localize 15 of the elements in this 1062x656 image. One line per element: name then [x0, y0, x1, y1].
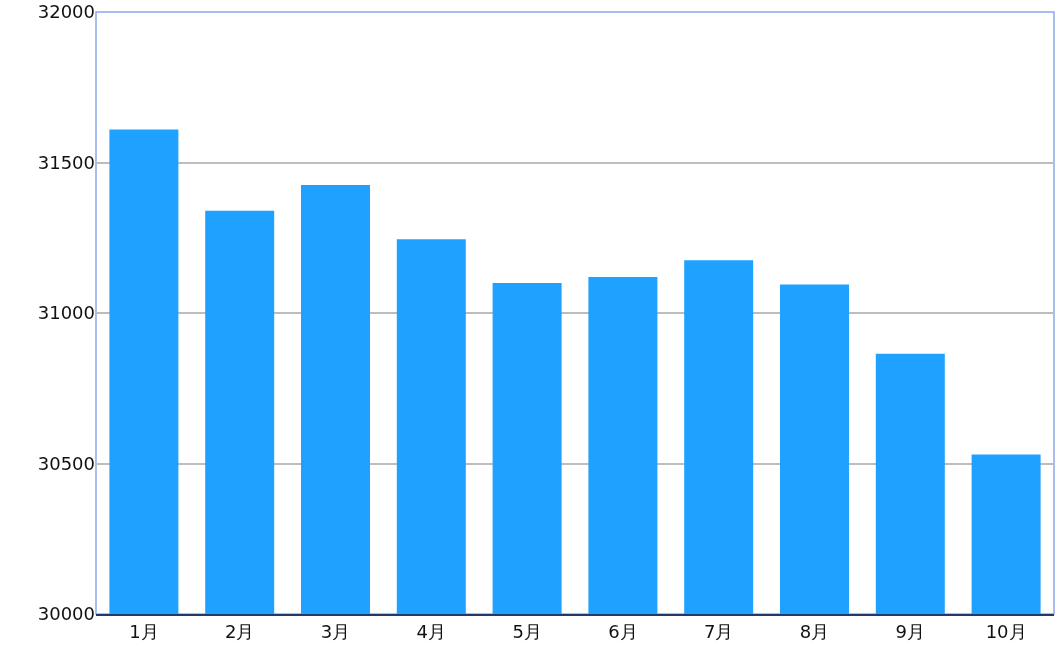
- x-tick-label: 1月: [129, 620, 159, 642]
- y-tick-label: 30500: [37, 452, 95, 474]
- y-tick-label: 30000: [37, 603, 95, 625]
- x-tick-label: 10月: [985, 620, 1027, 642]
- x-tick-label: 5月: [512, 620, 542, 642]
- y-tick-label: 32000: [37, 1, 95, 23]
- x-tick-label: 8月: [799, 620, 830, 642]
- x-tick-label: 9月: [895, 620, 926, 642]
- x-tick-label: 6月: [608, 620, 638, 642]
- y-tick-label: 31500: [37, 151, 95, 173]
- y-tick-label: 31000: [37, 302, 95, 324]
- x-tick-label: 7月: [703, 620, 734, 642]
- x-tick-label: 4月: [416, 620, 447, 642]
- x-tick-label: 3月: [320, 620, 351, 642]
- x-tick-label: 2月: [224, 620, 255, 642]
